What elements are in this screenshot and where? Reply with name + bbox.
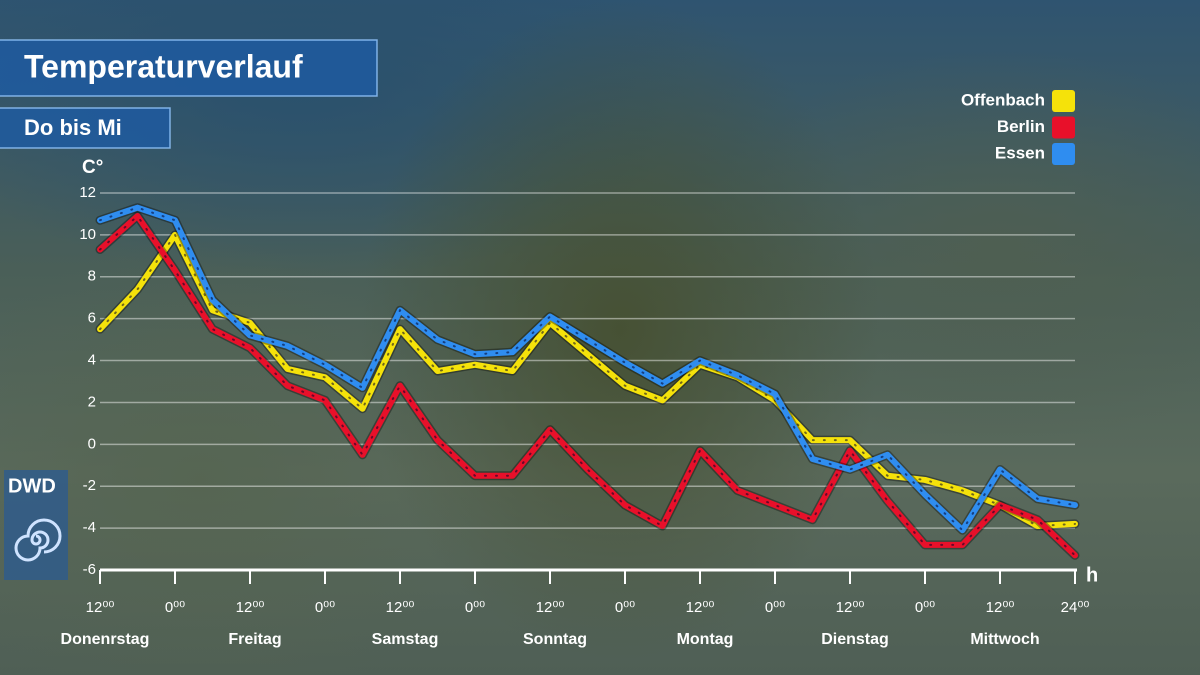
- legend-label: Offenbach: [961, 90, 1045, 109]
- logo-swirl: [14, 518, 62, 562]
- line-dots: [99, 214, 1076, 557]
- legend-swatch: [1052, 143, 1075, 165]
- y-axis-label: C°: [82, 157, 103, 178]
- x-tick-label: 12⁰⁰: [86, 599, 115, 616]
- logo: DWD: [8, 475, 56, 497]
- x-tick-label: 12⁰⁰: [386, 599, 415, 616]
- y-tick-label: 6: [88, 310, 96, 327]
- y-tick-label: 4: [88, 352, 96, 369]
- legend-label: Essen: [995, 143, 1045, 162]
- x-tick-label: 24⁰⁰: [1061, 599, 1090, 616]
- line-outline: [95, 211, 1080, 560]
- chart-subtitle: Do bis Mi: [24, 115, 122, 140]
- y-tick-label: 8: [88, 268, 96, 285]
- x-tick-label: 12⁰⁰: [986, 599, 1015, 616]
- x-tick-label: 12⁰⁰: [836, 599, 865, 616]
- x-tick-label: 0⁰⁰: [315, 599, 335, 616]
- x-tick-label: 12⁰⁰: [236, 599, 265, 616]
- x-tick-label: 12⁰⁰: [536, 599, 565, 616]
- legend-label: Berlin: [997, 117, 1045, 136]
- line-dots: [99, 206, 1076, 532]
- y-tick-label: 12: [79, 184, 96, 201]
- y-tick-label: 0: [88, 435, 96, 452]
- day-label: Samstag: [372, 631, 439, 648]
- series-line: [97, 213, 1078, 559]
- y-tick-label: -2: [83, 477, 96, 494]
- day-label: Mittwoch: [970, 631, 1039, 648]
- subtitle-box: [0, 107, 171, 149]
- title-box: [0, 39, 378, 97]
- y-tick-label: 2: [88, 393, 96, 410]
- day-label: Freitag: [228, 631, 281, 648]
- x-tick-label: 0⁰⁰: [915, 599, 935, 616]
- chart-title: Temperaturverlauf: [24, 48, 303, 84]
- legend-swatch: [1052, 90, 1075, 112]
- x-tick-label: 0⁰⁰: [465, 599, 485, 616]
- legend-swatch: [1052, 116, 1075, 139]
- x-tick-label: 0⁰⁰: [615, 599, 635, 616]
- day-label: Donenrstag: [61, 631, 150, 648]
- y-tick-label: 10: [79, 226, 96, 243]
- x-axis-label: h: [1086, 564, 1098, 586]
- x-tick-label: 12⁰⁰: [686, 599, 715, 616]
- x-tick-label: 0⁰⁰: [765, 599, 785, 616]
- series-line: [97, 231, 1078, 530]
- day-label: Montag: [677, 631, 734, 648]
- x-tick-label: 0⁰⁰: [165, 599, 185, 616]
- y-tick-label: -4: [83, 519, 96, 536]
- day-label: Dienstag: [821, 631, 889, 648]
- day-label: Sonntag: [523, 631, 587, 648]
- y-tick-label: -6: [83, 561, 96, 578]
